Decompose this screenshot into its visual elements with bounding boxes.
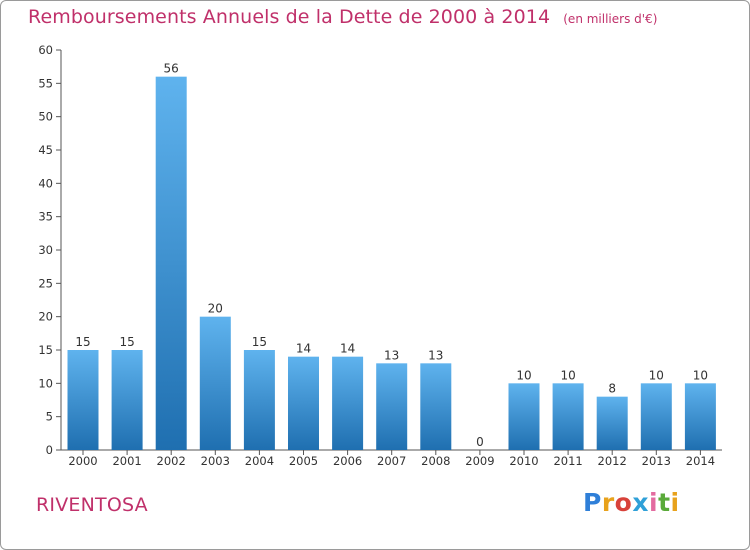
x-tick-label: 2010	[509, 454, 538, 468]
logo-letter: t	[658, 488, 671, 517]
bar	[332, 356, 364, 450]
y-tick-label: 30	[38, 243, 53, 257]
bar	[111, 350, 143, 450]
y-tick-label: 0	[46, 443, 53, 457]
bar-value-label: 14	[296, 342, 311, 356]
x-tick-label: 2001	[112, 454, 141, 468]
x-tick-label: 2000	[68, 454, 97, 468]
x-tick-label: 2008	[421, 454, 450, 468]
chart-title-row: Remboursements Annuels de la Dette de 20…	[28, 6, 657, 28]
bar	[640, 383, 672, 450]
bar	[243, 350, 275, 450]
logo-letter: i	[649, 488, 659, 517]
x-tick-label: 2006	[333, 454, 362, 468]
y-tick-label: 15	[38, 343, 53, 357]
bar-value-label: 56	[164, 62, 179, 76]
logo-letter: o	[614, 488, 633, 517]
y-tick-label: 5	[46, 410, 53, 424]
bar	[508, 383, 540, 450]
bar-value-label: 10	[649, 368, 664, 382]
x-tick-label: 2009	[465, 454, 494, 468]
y-axis: 0 5 10 15 20 25 30 35 40 45 50 55 60	[38, 43, 62, 457]
bar-value-label: 0	[476, 435, 484, 449]
x-tick-label: 2004	[245, 454, 274, 468]
x-axis: 2000 2001 2002 2003 2004 2005 2006 2007 2008 2009…	[61, 449, 722, 468]
bar	[199, 316, 231, 450]
y-tick-label: 50	[38, 110, 53, 124]
bar	[596, 396, 628, 450]
commune-name: RIVENTOSA	[36, 494, 148, 516]
bar-value-label: 13	[428, 348, 443, 362]
bar-value-label: 14	[340, 342, 355, 356]
y-tick-label: 60	[38, 43, 53, 57]
chart-unit: (en milliers d'€)	[563, 12, 658, 26]
bar-value-label: 10	[516, 368, 531, 382]
x-tick-label: 2014	[686, 454, 715, 468]
bar	[288, 356, 319, 450]
x-tick-label: 2003	[201, 454, 230, 468]
proxiti-logo: Proxiti	[583, 488, 680, 517]
y-tick-label: 40	[38, 176, 53, 190]
bar	[155, 76, 187, 451]
bar-value-label: 20	[208, 302, 223, 316]
x-tick-label: 2011	[553, 454, 582, 468]
bar-value-label: 10	[693, 368, 708, 382]
bar	[552, 383, 584, 450]
x-tick-label: 2002	[157, 454, 186, 468]
y-tick-label: 10	[38, 376, 53, 390]
logo-letter: r	[601, 488, 615, 517]
bars	[67, 76, 716, 451]
logo-letter: i	[670, 488, 680, 517]
bar-value-label: 15	[119, 335, 134, 349]
bar	[376, 363, 408, 450]
y-tick-label: 45	[38, 143, 53, 157]
chart-title: Remboursements Annuels de la Dette de 20…	[28, 6, 551, 28]
logo-letter: x	[632, 488, 649, 517]
x-tick-label: 2005	[289, 454, 318, 468]
y-tick-label: 25	[38, 276, 53, 290]
x-tick-label: 2013	[642, 454, 671, 468]
bar	[684, 383, 716, 450]
x-tick-label: 2007	[377, 454, 406, 468]
bar-value-label: 8	[608, 382, 616, 396]
value-labels: 15 15 56 20 15 14 14 13 13 0 10 10 8 10 10	[75, 62, 708, 449]
bar	[420, 363, 452, 450]
y-tick-label: 55	[38, 76, 53, 90]
y-tick-label: 35	[38, 210, 53, 224]
bar-value-label: 10	[560, 368, 575, 382]
bar-value-label: 15	[75, 335, 90, 349]
bar-value-label: 13	[384, 348, 399, 362]
logo-letter: P	[583, 488, 602, 517]
bar-value-label: 15	[252, 335, 267, 349]
x-tick-label: 2012	[598, 454, 627, 468]
y-tick-label: 20	[38, 310, 53, 324]
bar	[67, 350, 99, 450]
